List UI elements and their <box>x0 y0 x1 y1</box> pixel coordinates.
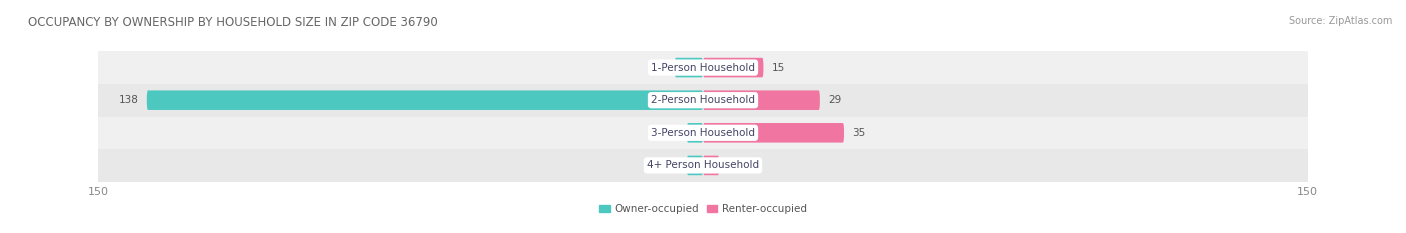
Text: Source: ZipAtlas.com: Source: ZipAtlas.com <box>1288 16 1392 26</box>
FancyBboxPatch shape <box>146 90 703 110</box>
FancyBboxPatch shape <box>703 90 820 110</box>
Legend: Owner-occupied, Renter-occupied: Owner-occupied, Renter-occupied <box>595 200 811 218</box>
Text: 0: 0 <box>727 161 734 170</box>
Text: 4+ Person Household: 4+ Person Household <box>647 161 759 170</box>
FancyBboxPatch shape <box>688 123 703 143</box>
Text: 2-Person Household: 2-Person Household <box>651 95 755 105</box>
Bar <box>98 51 1308 84</box>
Text: 35: 35 <box>852 128 865 138</box>
Text: 7: 7 <box>659 63 666 72</box>
Bar <box>98 116 1308 149</box>
Text: 0: 0 <box>672 161 679 170</box>
Text: 29: 29 <box>828 95 841 105</box>
Text: 3-Person Household: 3-Person Household <box>651 128 755 138</box>
Text: 138: 138 <box>120 95 139 105</box>
FancyBboxPatch shape <box>703 123 844 143</box>
Text: 1-Person Household: 1-Person Household <box>651 63 755 72</box>
FancyBboxPatch shape <box>675 58 703 77</box>
Text: 15: 15 <box>772 63 785 72</box>
FancyBboxPatch shape <box>703 58 763 77</box>
Text: OCCUPANCY BY OWNERSHIP BY HOUSEHOLD SIZE IN ZIP CODE 36790: OCCUPANCY BY OWNERSHIP BY HOUSEHOLD SIZE… <box>28 16 437 29</box>
Text: 0: 0 <box>672 128 679 138</box>
FancyBboxPatch shape <box>703 156 718 175</box>
Bar <box>98 149 1308 182</box>
FancyBboxPatch shape <box>688 156 703 175</box>
Bar <box>98 84 1308 116</box>
